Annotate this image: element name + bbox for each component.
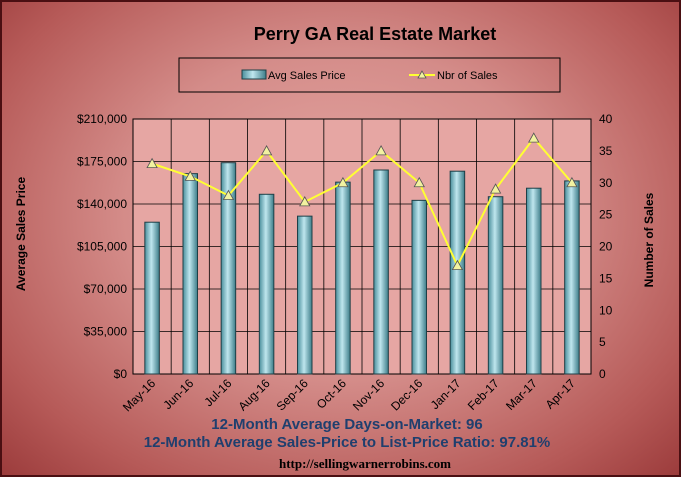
x-tick-label: Oct-16 [314, 376, 350, 412]
sales-count-point [146, 157, 158, 169]
x-tick-label: Jul-16 [202, 376, 235, 409]
bar [373, 169, 389, 375]
x-tick-label: Aug-16 [235, 376, 272, 413]
bar [487, 196, 504, 375]
y-tick-label: $210,000 [77, 112, 127, 126]
legend-label: Nbr of Sales [437, 70, 498, 82]
legend-box [178, 57, 561, 93]
x-tick-label: Dec-16 [388, 376, 425, 413]
legend: Avg Sales Price Nbr of Sales [178, 57, 561, 93]
sales-count-point [566, 176, 578, 188]
y2-tick-label: 40 [599, 112, 613, 126]
sales-count-line [151, 136, 573, 268]
sales-count-point [375, 145, 387, 156]
y-axis-label: Average Sales Price [14, 177, 28, 292]
bar [182, 173, 199, 375]
y2-axis-label: Number of Sales [642, 192, 656, 287]
y2-tick-label: 25 [599, 208, 613, 222]
y-tick-label: $0 [114, 367, 128, 381]
y-tick-label: $140,000 [77, 197, 127, 211]
y2-tick-label: 0 [599, 367, 606, 381]
x-tick-label: Nov-16 [350, 376, 387, 413]
bar [296, 215, 313, 375]
bar [525, 187, 542, 375]
sales-count-point [260, 145, 273, 156]
y2-tick-label: 5 [599, 335, 606, 349]
source-url: http://sellingwarnerrobins.com [279, 456, 451, 471]
bar [258, 193, 275, 375]
bar [564, 180, 580, 375]
days-on-market-note: 12-Month Average Days-on-Market: 96 [211, 416, 482, 433]
y-tick-label: $35,000 [84, 325, 128, 339]
x-tick-label: Feb-17 [465, 376, 502, 413]
bar [449, 170, 466, 375]
sales-count-point [413, 176, 425, 188]
y2-tick-label: 35 [599, 144, 613, 158]
y2-tick-label: 30 [599, 176, 613, 190]
sales-count-point [528, 132, 540, 143]
bar [335, 181, 351, 375]
bar [144, 221, 160, 375]
sales-count-point [222, 189, 235, 200]
x-tick-label: Sep-16 [274, 376, 311, 413]
sales-count-point [489, 183, 502, 194]
legend-bar-swatch [241, 69, 267, 80]
x-tick-label: Jan-17 [428, 376, 464, 412]
bar [411, 199, 428, 375]
sales-count-point [451, 259, 464, 271]
y-tick-label: $105,000 [77, 240, 127, 254]
chart-title: Perry GA Real Estate Market [254, 24, 496, 44]
x-tick-label: Apr-17 [543, 376, 579, 412]
y2-tick-label: 20 [599, 240, 613, 254]
y2-tick-label: 10 [599, 303, 613, 317]
plot-area: $0 $35,000 $70,000 $105,000 $140,000 $175,000… [77, 112, 613, 414]
legend-label: Avg Sales Price [268, 70, 345, 82]
legend-marker-swatch [417, 70, 427, 79]
x-tick-label: Jun-16 [161, 376, 197, 412]
sales-count-point [337, 176, 349, 188]
sales-count-point [299, 196, 311, 207]
y-tick-label: $70,000 [84, 282, 128, 296]
sales-count-point [184, 170, 196, 181]
price-ratio-note: 12-Month Average Sales-Price to List-Pri… [144, 434, 551, 451]
x-tick-label: Mar-17 [503, 376, 540, 413]
bar [220, 162, 237, 375]
y-tick-label: $175,000 [77, 155, 127, 169]
y2-tick-label: 15 [599, 271, 613, 285]
x-tick-label: May-16 [120, 376, 158, 414]
